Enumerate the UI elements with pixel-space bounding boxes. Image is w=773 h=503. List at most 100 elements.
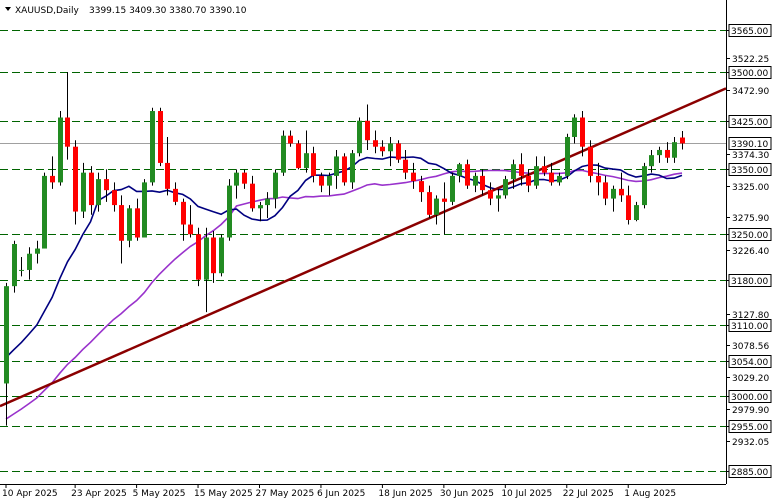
candle-body: [411, 172, 416, 182]
level-label: 2885.00: [731, 468, 768, 478]
level-label: 3350.00: [731, 166, 768, 176]
candle-body: [519, 164, 524, 176]
horizontal-levels: [0, 30, 726, 472]
candle-body: [150, 111, 155, 183]
time-tick-label: 6 Jun 2025: [317, 489, 365, 499]
candle-body: [380, 146, 385, 152]
candle-body: [35, 248, 40, 254]
price-tick-label: 3325.00: [732, 183, 769, 193]
candle-body: [211, 237, 216, 274]
candle-body: [334, 156, 339, 176]
level-label: 3180.00: [731, 277, 768, 287]
chart-header: XAUUSD,Daily 3399.15 3409.30 3380.70 339…: [5, 6, 247, 16]
candle-body: [450, 175, 455, 202]
time-tick-label: 15 May 2025: [194, 489, 253, 499]
time-tick-label: 27 May 2025: [256, 489, 315, 499]
candle-body: [96, 179, 101, 206]
candle-body: [557, 175, 562, 183]
level-label-box: [728, 390, 772, 403]
candle-body: [396, 143, 401, 160]
candle-body: [234, 172, 239, 186]
level-label-box: [728, 274, 772, 287]
candle-body: [42, 175, 47, 249]
price-tick-label: 3226.40: [732, 247, 769, 257]
candle-body: [342, 156, 347, 183]
candle-body: [642, 166, 647, 206]
candle-body: [526, 175, 531, 186]
candle-body: [142, 182, 147, 238]
candle-body: [242, 172, 247, 184]
candle-body: [511, 164, 516, 180]
candle-body: [657, 149, 662, 156]
candle-body: [304, 153, 309, 169]
price-axis: 3565.00 3500.00 3425.00 3350.00 3250.00 3180.…: [0, 0, 772, 485]
candle-body: [281, 135, 286, 173]
level-label-box: [728, 115, 772, 128]
candle-body: [480, 175, 485, 191]
candle-body: [434, 198, 439, 215]
candle-body: [165, 162, 170, 189]
candle-body: [81, 172, 86, 212]
price-tick-label: 3472.90: [732, 87, 769, 97]
level-label-box: [728, 319, 772, 332]
candle-body: [19, 269, 24, 271]
candle-body: [365, 120, 370, 141]
price-tick-label: 3374.30: [732, 151, 769, 161]
candle-body: [327, 175, 332, 186]
level-label: 3500.00: [731, 69, 768, 79]
price-tick-label: 3522.25: [732, 55, 769, 65]
candle-body: [112, 190, 117, 206]
candle-body: [258, 205, 263, 209]
trendline-group[interactable]: [0, 87, 727, 408]
time-axis: 10 Apr 2025 23 Apr 2025 5 May 2025 15 May 2…: [2, 484, 676, 499]
trendline: [0, 87, 727, 408]
level-label-box: [728, 228, 772, 241]
symbol-label: XAUUSD,Daily: [15, 6, 79, 16]
candle-body: [403, 159, 408, 173]
candle-body: [542, 166, 547, 173]
candle-body: [496, 195, 501, 199]
time-tick-label: 10 Apr 2025: [2, 489, 58, 499]
candle-body: [288, 135, 293, 144]
candle-body: [619, 188, 624, 196]
current-price-box: [728, 137, 772, 150]
candle-body: [611, 188, 616, 199]
candle-body: [188, 224, 193, 235]
candle-body: [27, 253, 32, 270]
candle-body: [89, 172, 94, 206]
candle-body: [596, 175, 601, 183]
level-label-box: [728, 24, 772, 37]
candle-body: [350, 153, 355, 183]
candle-body: [219, 237, 224, 274]
level-label-box: [728, 465, 772, 478]
candle-body: [427, 192, 432, 215]
candle-body: [4, 286, 9, 384]
time-tick-label: 30 Jun 2025: [440, 489, 494, 499]
candle-body: [442, 198, 447, 202]
candle-body: [603, 182, 608, 199]
price-tick-label: 2932.05: [732, 438, 769, 448]
candle-body: [104, 179, 109, 191]
candles: [4, 72, 685, 426]
candle-body: [357, 120, 362, 154]
candle-body: [672, 142, 677, 158]
candle-body: [73, 146, 78, 212]
level-label: 3250.00: [731, 231, 768, 241]
dropdown-triangle-icon[interactable]: [5, 7, 11, 11]
candle-body: [588, 146, 593, 176]
price-tick-label: 3029.20: [732, 374, 769, 384]
level-label-box: [728, 66, 772, 79]
candle-body: [473, 175, 478, 186]
candle-body: [204, 237, 209, 280]
candle-body: [580, 117, 585, 147]
candle-body: [158, 111, 163, 163]
level-label-box: [728, 163, 772, 176]
candle-body: [50, 175, 55, 183]
price-tick-label: 3127.80: [732, 311, 769, 321]
candle-body: [572, 117, 577, 137]
candle-body: [649, 155, 654, 167]
candle-body: [465, 164, 470, 186]
level-label: 3425.00: [731, 118, 768, 128]
